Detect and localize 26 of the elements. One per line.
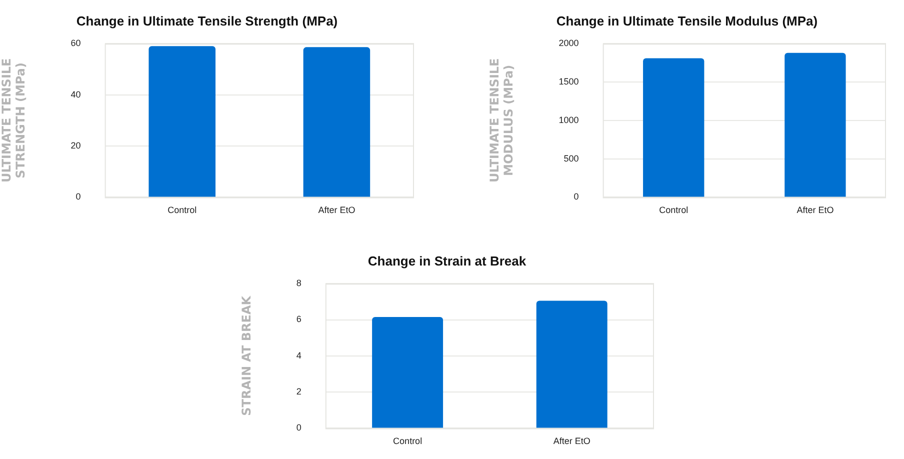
- y-tick-label: 0: [296, 422, 302, 433]
- y-tick-label: 500: [564, 153, 579, 164]
- x-tick-label: Control: [168, 205, 197, 216]
- y-tick-label: 0: [574, 192, 579, 202]
- y-tick-label: 2: [296, 386, 302, 397]
- y-tick-label: 20: [70, 140, 81, 150]
- x-tick-label: After EtO: [796, 205, 834, 216]
- chart-title: Change in Ultimate Tensile Strength (MPa): [76, 13, 338, 28]
- y-tick-label: 4: [296, 350, 302, 360]
- x-tick-label: After EtO: [318, 205, 356, 216]
- y-tick-label: 1500: [558, 76, 579, 86]
- y-axis-title: ULTIMATE TENSILE STRENGTH (MPa): [0, 58, 28, 183]
- chart-title: Change in Strain at Break: [368, 253, 527, 268]
- y-tick-label: 40: [70, 89, 81, 100]
- chart-title: Change in Ultimate Tensile Modulus (MPa): [556, 13, 818, 28]
- y-axis-title: ULTIMATE TENSILE MODULUS (MPa): [487, 58, 516, 183]
- y-tick-label: 2000: [558, 38, 579, 48]
- x-tick-label: After EtO: [553, 436, 590, 446]
- y-tick-label: 0: [76, 192, 81, 202]
- y-tick-label: 6: [296, 314, 302, 324]
- y-tick-label: 8: [296, 278, 302, 288]
- x-tick-label: Control: [393, 436, 422, 446]
- y-tick-label: 1000: [558, 114, 579, 125]
- x-tick-label: Control: [659, 205, 688, 216]
- y-tick-label: 60: [70, 38, 81, 48]
- y-axis-title: STRAIN AT BREAK: [239, 295, 254, 416]
